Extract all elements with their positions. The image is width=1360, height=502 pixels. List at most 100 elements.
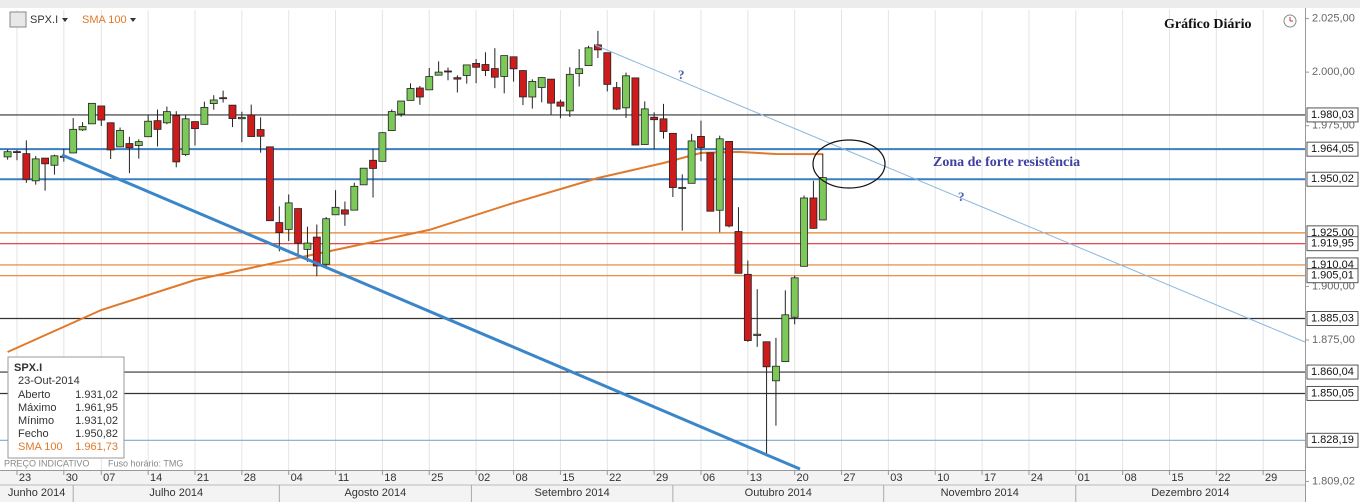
level-label-box (1306, 385, 1359, 401)
candle-body (453, 77, 462, 80)
candle-body (631, 77, 640, 146)
candle-body (659, 118, 668, 132)
dropdown-arrow[interactable] (62, 18, 68, 22)
info-value: 1.961,95 (75, 402, 118, 414)
y-tick-label: 1.809,02 (1312, 475, 1355, 487)
candle-body (415, 87, 424, 98)
candle-body (762, 341, 771, 368)
candle-body (3, 151, 12, 158)
candle-body (528, 80, 537, 98)
candle-body (31, 158, 40, 182)
candle-body (397, 100, 406, 115)
candle-body (800, 197, 808, 267)
level-label-box (1306, 141, 1359, 157)
candle-body (472, 63, 481, 68)
level-label-box (1306, 432, 1359, 448)
x-tick-label: 15 (562, 472, 574, 484)
level-label-box (1306, 364, 1359, 380)
x-tick-label: 27 (843, 472, 855, 484)
y-tick-label: 1.975,00 (1312, 120, 1355, 132)
info-date: 23-Out-2014 (18, 375, 80, 387)
candle-body (237, 116, 246, 120)
info-box-frame (7, 356, 125, 459)
annotation: Zona de forte resistência (933, 155, 1080, 170)
candle-body (734, 231, 743, 274)
candle-body (266, 146, 274, 222)
candle-body (162, 111, 171, 124)
info-label: SMA 100 (18, 441, 63, 453)
candle-body (181, 118, 190, 155)
level-label: 1.828,19 (1311, 434, 1354, 446)
candle-body (500, 55, 509, 77)
level-label: 1.885,03 (1311, 312, 1354, 324)
candle-body (434, 71, 443, 76)
candle-body (565, 73, 574, 112)
level-label-box (1306, 311, 1359, 327)
candle-body (303, 242, 312, 250)
level-label-box (1306, 236, 1359, 252)
info-label: Aberto (18, 389, 50, 401)
candle-body (444, 70, 452, 73)
level-label: 1.860,04 (1311, 366, 1354, 378)
level-label: 1.980,03 (1311, 109, 1354, 121)
info-label: Fecho (18, 428, 49, 440)
candle-body (387, 111, 396, 131)
symbol-selector[interactable]: SPX.I (30, 14, 58, 26)
candle-body (547, 78, 555, 104)
candle-body (331, 206, 340, 216)
candle-body (603, 52, 612, 85)
info-value: 1.961,73 (75, 441, 118, 453)
candle-body (134, 141, 143, 146)
x-tick-label: 29 (1265, 472, 1277, 484)
candle-body (668, 132, 677, 188)
candle-body (556, 101, 565, 107)
month-label: Novembro 2014 (941, 487, 1019, 499)
dropdown-arrow[interactable] (130, 18, 136, 22)
x-tick-label: 11 (338, 472, 349, 484)
x-tick-label: 02 (478, 472, 490, 484)
candle-body (622, 75, 630, 109)
candle-body (809, 197, 818, 229)
x-tick-label: 21 (197, 472, 209, 484)
candle-body (687, 140, 696, 184)
level-label: 1.964,05 (1311, 143, 1354, 155)
x-tick-label: 30 (66, 472, 78, 484)
highlight-ellipse (812, 139, 886, 189)
info-label: Máximo (18, 402, 57, 414)
info-value: 1.950,82 (75, 428, 118, 440)
level-label-box (1306, 268, 1359, 284)
candle-body (341, 209, 349, 215)
candle-body (537, 77, 546, 88)
candle-body (706, 152, 715, 212)
x-tick-label: 10 (937, 472, 949, 484)
info-value: 1.931,02 (75, 415, 118, 427)
candle-body (640, 108, 649, 145)
candle-body (753, 333, 762, 336)
candle-body (612, 87, 621, 110)
candle-body (369, 159, 377, 169)
level-label: 1.905,01 (1311, 270, 1354, 282)
info-value: 1.931,02 (75, 389, 118, 401)
symbol-icon[interactable] (9, 11, 27, 28)
candle-body (490, 68, 499, 78)
candle-body (350, 185, 359, 211)
candle-body (228, 104, 237, 119)
candle-body (275, 222, 284, 233)
candle-body (818, 177, 827, 221)
x-tick-label: 22 (609, 472, 621, 484)
y-tick-label: 1.875,00 (1312, 334, 1355, 346)
candle-body (650, 116, 659, 121)
month-label: Dezembro 2014 (1151, 487, 1229, 499)
candle-body (312, 236, 321, 267)
x-tick-label: 13 (750, 472, 762, 484)
candle-body (678, 187, 687, 189)
candle-body (584, 47, 593, 66)
candle-body (425, 76, 434, 91)
candle-body (247, 114, 256, 137)
level-label: 1.910,04 (1311, 259, 1354, 271)
indicator-selector[interactable]: SMA 100 (82, 14, 127, 26)
month-label: Outubro 2014 (745, 487, 812, 499)
candle-body (22, 153, 31, 180)
clock-icon[interactable] (1283, 14, 1297, 28)
